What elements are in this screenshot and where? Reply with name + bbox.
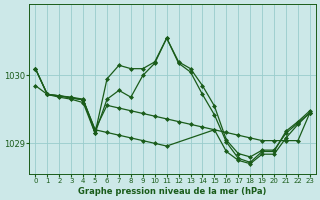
X-axis label: Graphe pression niveau de la mer (hPa): Graphe pression niveau de la mer (hPa): [78, 187, 267, 196]
